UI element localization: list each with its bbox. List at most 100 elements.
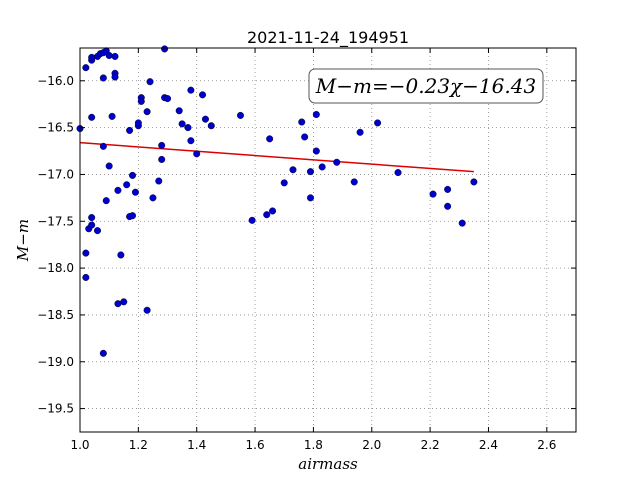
data-point <box>114 300 122 308</box>
y-tick-label: −17.5 <box>37 214 74 228</box>
fit-line-group <box>79 141 474 173</box>
x-tick-label: 1.2 <box>129 438 148 452</box>
data-point <box>470 178 478 186</box>
data-point <box>88 221 96 229</box>
data-point <box>444 202 452 210</box>
data-point <box>236 111 244 119</box>
data-point <box>99 74 107 82</box>
fit-equation-box: M−m=−0.23χ−16.43 <box>308 68 544 104</box>
data-point <box>129 212 137 220</box>
data-point <box>164 95 172 103</box>
data-point <box>312 110 320 118</box>
data-point <box>444 185 452 193</box>
data-point <box>134 119 142 127</box>
data-point <box>143 306 151 314</box>
data-point <box>131 188 139 196</box>
data-point <box>161 45 169 53</box>
data-point <box>298 118 306 126</box>
data-point <box>111 52 119 60</box>
chart-title: 2021-11-24_194951 <box>247 28 409 48</box>
y-tick-label: −19.0 <box>37 355 74 369</box>
plot-frame <box>79 47 577 433</box>
data-point <box>123 181 131 189</box>
data-point <box>266 135 274 143</box>
y-tick-label: −17.0 <box>37 167 74 181</box>
data-point <box>137 97 145 105</box>
x-tick-label: 2.6 <box>537 438 556 452</box>
data-point <box>117 251 125 259</box>
y-tick-label: −18.0 <box>37 261 74 275</box>
fit-equation-frame <box>308 68 544 104</box>
data-point <box>318 163 326 171</box>
data-point <box>207 122 215 130</box>
data-point <box>333 158 341 166</box>
data-point <box>184 124 192 132</box>
data-point <box>155 177 163 185</box>
data-point <box>429 190 437 198</box>
data-point <box>102 197 110 205</box>
data-point <box>99 142 107 150</box>
fit-equation-text: M−m=−0.23χ−16.43 <box>315 74 536 98</box>
data-point <box>306 194 314 202</box>
data-point <box>301 133 309 141</box>
data-point <box>187 86 195 94</box>
data-point <box>82 249 90 257</box>
x-tick-label: 1.8 <box>304 438 323 452</box>
data-point <box>82 273 90 281</box>
data-point <box>248 216 256 224</box>
data-point <box>263 211 271 219</box>
data-point <box>94 227 102 235</box>
data-point <box>306 168 314 176</box>
data-point <box>120 298 128 306</box>
data-point <box>374 119 382 127</box>
data-point <box>82 64 90 72</box>
data-point <box>88 113 96 121</box>
data-point <box>356 128 364 136</box>
data-point <box>458 219 466 227</box>
data-point <box>187 137 195 145</box>
data-point <box>111 73 119 81</box>
axis-ticks: 1.0 1.2 1.4 1.6 1.8 2.0 2.2 2.4 2.6 −16.0 −16.5 −17… <box>37 48 576 452</box>
data-point <box>269 207 277 215</box>
data-point <box>175 107 183 115</box>
y-tick-label: −19.5 <box>37 402 74 416</box>
data-point <box>88 53 96 61</box>
data-point <box>289 166 297 174</box>
x-tick-label: 1.4 <box>187 438 206 452</box>
data-point <box>193 150 201 158</box>
data-point <box>394 169 402 177</box>
y-tick-label: −18.5 <box>37 308 74 322</box>
plot-area <box>80 48 576 432</box>
data-point <box>143 108 151 116</box>
data-point <box>199 91 207 99</box>
data-point <box>149 194 157 202</box>
data-point <box>108 112 116 120</box>
x-axis-label: airmass <box>298 455 358 473</box>
x-tick-label: 2.0 <box>362 438 381 452</box>
data-points <box>76 45 478 357</box>
data-point <box>99 349 107 357</box>
y-tick-label: −16.0 <box>37 74 74 88</box>
data-point <box>114 186 122 194</box>
data-point <box>146 78 154 86</box>
x-tick-label: 1.0 <box>70 438 89 452</box>
data-point <box>126 126 134 134</box>
data-point <box>129 171 137 179</box>
x-tick-label: 2.4 <box>479 438 498 452</box>
data-point <box>201 115 209 123</box>
y-axis-label: M−m <box>14 219 32 262</box>
x-tick-label: 1.6 <box>246 438 265 452</box>
data-point <box>158 155 166 163</box>
x-tick-label: 2.2 <box>421 438 440 452</box>
data-point <box>105 162 113 170</box>
data-point <box>105 51 113 59</box>
data-point <box>350 178 358 186</box>
data-point <box>280 179 288 187</box>
y-tick-label: −16.5 <box>37 121 74 135</box>
fit-line <box>79 141 474 173</box>
data-point <box>312 147 320 155</box>
data-point <box>158 141 166 149</box>
data-point <box>88 214 96 222</box>
data-point <box>178 120 186 128</box>
